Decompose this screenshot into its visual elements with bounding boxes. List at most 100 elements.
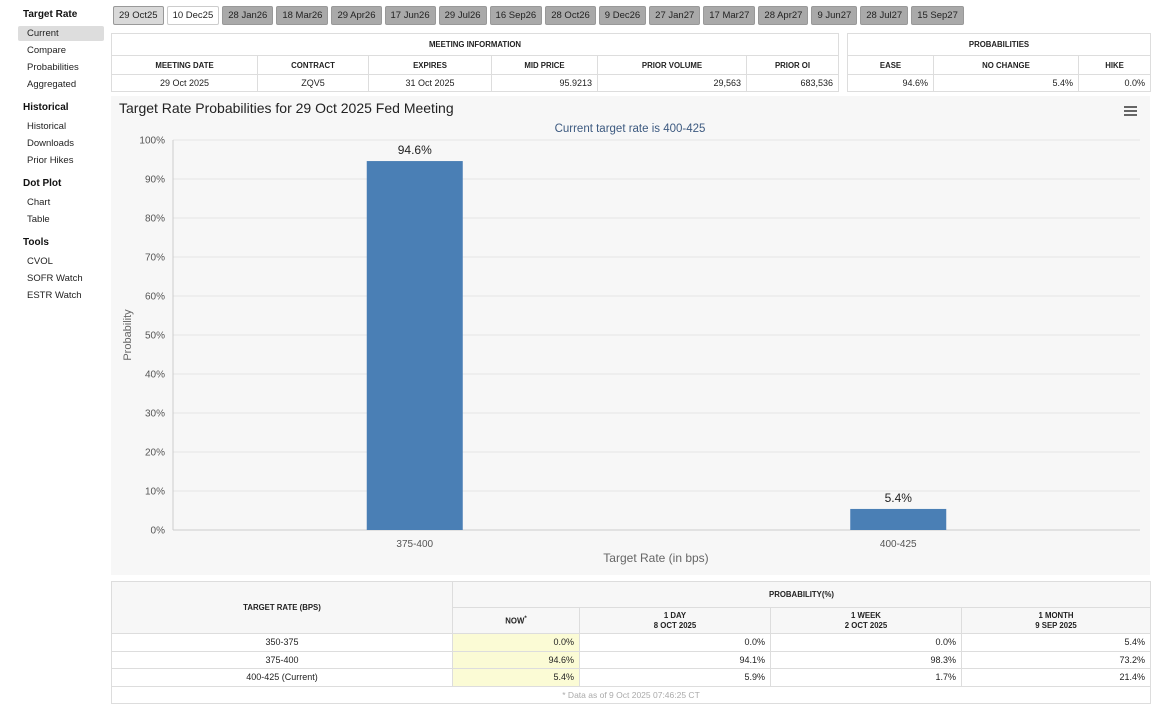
- meeting-tab[interactable]: 27 Jan27: [649, 6, 701, 25]
- cell: 5.4%: [960, 633, 1152, 652]
- column-note: *: [524, 616, 527, 623]
- cell: 0.0%: [579, 633, 771, 652]
- chart-title: Target Rate Probabilities for 29 Oct 202…: [119, 100, 454, 116]
- cell: 95.9213: [491, 74, 598, 92]
- header-row: EASE NO CHANGE HIKE: [847, 55, 1152, 75]
- cell: 29,563: [597, 74, 747, 92]
- column-header-row: NOW* 1 DAY 8 OCT 2025 1 WEEK 2 OCT 2025 1 MON…: [112, 607, 1152, 634]
- column-date: 2 OCT 2025: [844, 620, 888, 630]
- meeting-tab[interactable]: 17 Jun26: [384, 6, 436, 25]
- column-header: 1 DAY 8 OCT 2025: [579, 607, 771, 634]
- y-tick-label: 50%: [145, 331, 165, 342]
- meeting-tab[interactable]: 10 Dec25: [166, 6, 220, 25]
- meeting-tab[interactable]: 28 Apr27: [758, 6, 809, 25]
- x-tick-label: 400-425: [880, 539, 917, 550]
- column-header: EXPIRES: [368, 55, 492, 75]
- column-label: 1 DAY: [663, 610, 687, 620]
- column-header: PRIOR OI: [746, 55, 839, 75]
- footnote-row: * Data as of 9 Oct 2025 07:46:25 CT: [110, 685, 1152, 704]
- sidebar-link[interactable]: Downloads: [27, 138, 74, 149]
- y-tick-label: 40%: [145, 370, 165, 381]
- column-header: MID PRICE: [491, 55, 598, 75]
- sidebar: Target Rate Current Compare Probabilities Ag…: [18, 6, 104, 313]
- header-row: MEETING DATE CONTRACT EXPIRES MID PRICE PRIO…: [111, 55, 839, 75]
- menu-icon[interactable]: [1124, 106, 1137, 116]
- table-title: PROBABILITIES: [846, 33, 1152, 56]
- sidebar-link[interactable]: Table: [27, 214, 50, 225]
- bar: [366, 161, 463, 530]
- cell: 0.0%: [452, 633, 580, 652]
- sidebar-heading: Target Rate: [23, 9, 78, 20]
- cell: 73.2%: [960, 650, 1152, 669]
- sidebar-link[interactable]: Probabilities: [27, 62, 79, 73]
- column-date: 9 SEP 2025: [1035, 620, 1077, 630]
- sidebar-link[interactable]: Historical: [27, 121, 67, 132]
- cell: 0.0%: [1077, 74, 1152, 92]
- sidebar-group: Tools CVOL SOFR Watch ESTR Watch: [18, 237, 104, 303]
- cell: 98.3%: [770, 650, 962, 669]
- cell: 0.0%: [770, 633, 962, 652]
- meeting-tab[interactable]: 29 Jul26: [438, 6, 487, 25]
- meeting-tabs: 29 Oct25 10 Dec25 28 Jan26 18 Mar26 29 Apr26…: [113, 6, 964, 25]
- meeting-tab[interactable]: 15 Sep27: [911, 6, 964, 25]
- meeting-tab[interactable]: 16 Sep26: [489, 6, 543, 25]
- meeting-tab[interactable]: 28 Jul27: [860, 6, 909, 25]
- cell: 375-400: [111, 650, 453, 669]
- cell: 400-425 (Current): [111, 668, 453, 687]
- meeting-tab[interactable]: 9 Dec26: [598, 6, 647, 25]
- probabilities-table: PROBABILITIES EASE NO CHANGE HIKE 94.6% 5.4% 0…: [846, 33, 1152, 92]
- data-label: 5.4%: [885, 491, 913, 505]
- sidebar-link[interactable]: Prior Hikes: [27, 155, 74, 166]
- data-row: 350-375 0.0% 0.0% 0.0% 5.4%: [111, 633, 1152, 652]
- cell: 94.1%: [579, 650, 771, 669]
- sidebar-link[interactable]: ESTR Watch: [27, 290, 82, 301]
- sidebar-heading: Historical: [23, 102, 69, 113]
- column-label: NOW: [505, 616, 525, 626]
- sidebar-link[interactable]: CVOL: [27, 256, 53, 267]
- sidebar-link[interactable]: Chart: [27, 197, 51, 208]
- sidebar-link[interactable]: SOFR Watch: [27, 273, 83, 284]
- y-tick-label: 20%: [145, 448, 165, 459]
- sidebar-link[interactable]: Aggregated: [27, 79, 77, 90]
- cell: 29 Oct 2025: [111, 74, 258, 92]
- y-axis-label: Probability: [122, 309, 134, 361]
- row-header: TARGET RATE (BPS): [111, 581, 453, 634]
- y-tick-label: 10%: [145, 487, 165, 498]
- probability-history-table: TARGET RATE (BPS) PROBABILITY(%) NOW* 1 DAY…: [110, 581, 1152, 704]
- data-row: 94.6% 5.4% 0.0%: [847, 74, 1152, 92]
- column-header: 1 WEEK 2 OCT 2025: [770, 607, 962, 634]
- meeting-tab[interactable]: 18 Mar26: [276, 6, 329, 25]
- sidebar-group: Dot Plot Chart Table: [18, 178, 104, 227]
- meeting-tab[interactable]: 17 Mar27: [703, 6, 756, 25]
- y-tick-label: 30%: [145, 409, 165, 420]
- sidebar-link[interactable]: Current: [18, 26, 104, 41]
- column-header: NOW*: [452, 607, 580, 634]
- sidebar-link[interactable]: Compare: [27, 45, 67, 56]
- meeting-tab[interactable]: 29 Oct25: [113, 6, 164, 25]
- cell: 31 Oct 2025: [368, 74, 492, 92]
- y-tick-label: 70%: [145, 253, 165, 264]
- chart-subtitle: Current target rate is 400-425: [555, 123, 706, 135]
- cell: 1.7%: [770, 668, 962, 687]
- group-header-row: TARGET RATE (BPS) PROBABILITY(%): [111, 581, 1152, 634]
- meeting-tab[interactable]: 9 Jun27: [811, 6, 858, 25]
- cell: 350-375: [111, 633, 453, 652]
- column-header: HIKE: [1077, 55, 1152, 75]
- meeting-tab[interactable]: 28 Oct26: [545, 6, 596, 25]
- chart: Target Rate Probabilities for 29 Oct 202…: [111, 96, 1150, 575]
- data-row: 400-425 (Current) 5.4% 5.9% 1.7% 21.4%: [111, 668, 1152, 687]
- y-tick-label: 0%: [151, 526, 166, 537]
- column-header: CONTRACT: [257, 55, 369, 75]
- cell: 5.4%: [933, 74, 1079, 92]
- meeting-tab[interactable]: 29 Apr26: [331, 6, 382, 25]
- table-title: MEETING INFORMATION: [111, 33, 839, 56]
- meeting-tab[interactable]: 28 Jan26: [222, 6, 274, 25]
- cell: 94.6%: [452, 650, 580, 669]
- cell: 5.4%: [452, 668, 580, 687]
- x-tick-label: 375-400: [396, 539, 433, 550]
- column-label: 1 WEEK: [851, 610, 881, 620]
- sidebar-heading: Dot Plot: [23, 178, 62, 189]
- y-tick-label: 100%: [139, 136, 165, 147]
- title-row: PROBABILITIES: [846, 33, 1152, 56]
